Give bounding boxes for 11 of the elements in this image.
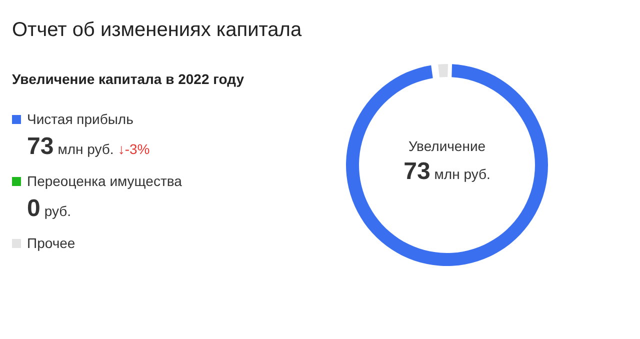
text: 73 млн руб. xyxy=(404,158,490,185)
legend-label: Прочее xyxy=(27,235,76,251)
donut-slice xyxy=(438,64,448,78)
text: ↓-3% xyxy=(118,141,150,157)
text: Увеличение xyxy=(408,138,486,154)
text: Увеличение капитала в 2022 году xyxy=(12,71,244,87)
legend-label: Переоценка имущества xyxy=(27,173,182,189)
chart-title: Отчет об изменениях капитала xyxy=(12,19,302,41)
legend-label: Чистая прибыль xyxy=(27,111,134,127)
text: 0 руб. xyxy=(27,195,72,222)
data-label: 73 млн руб. xyxy=(27,133,114,160)
